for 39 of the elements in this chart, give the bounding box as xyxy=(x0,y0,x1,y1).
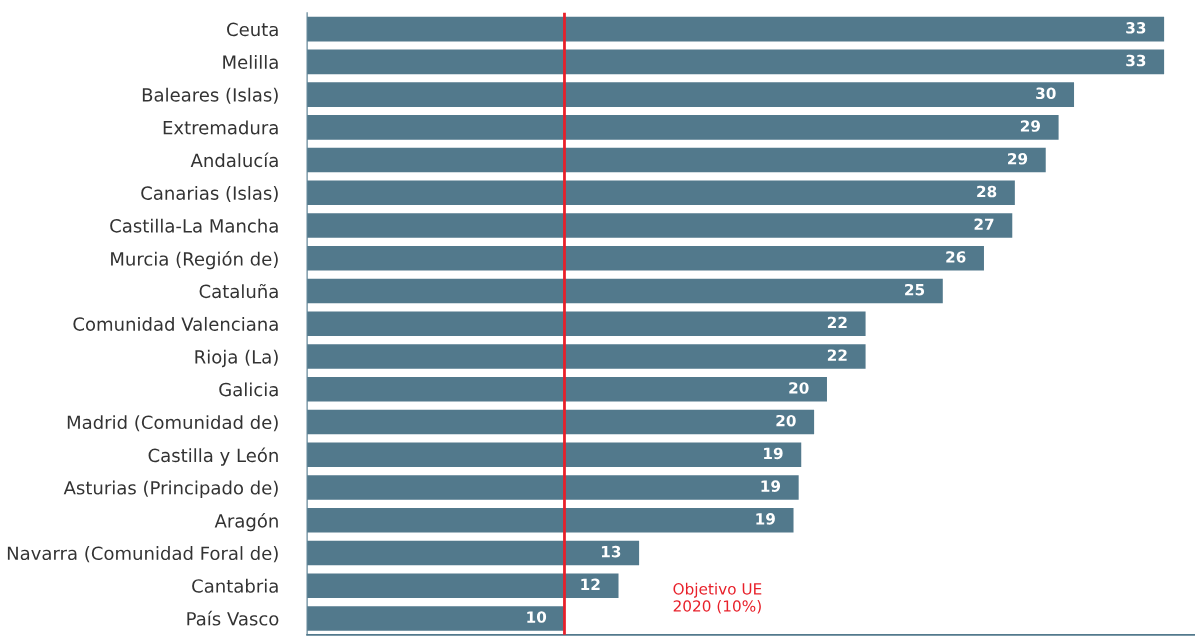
y-tick-label: Aragón xyxy=(214,513,278,532)
y-tick-label: Navarra (Comunidad Foral de) xyxy=(7,546,278,563)
data-label: 19 xyxy=(756,513,775,525)
y-tick-label: Asturias (Principado de) xyxy=(63,480,278,499)
ref-line-label: Objetivo UE 2020 (10%) xyxy=(673,582,762,614)
y-tick-label: Canarias (Islas) xyxy=(141,185,278,203)
data-label: 33 xyxy=(1126,22,1146,34)
data-label: 25 xyxy=(905,283,925,296)
data-label: 28 xyxy=(977,185,997,198)
data-label: 10 xyxy=(527,611,547,623)
y-tick-label: Ceuta xyxy=(227,22,278,37)
data-label: 19 xyxy=(764,447,783,460)
y-tick-label: Cantabria xyxy=(192,578,278,593)
data-label: 13 xyxy=(601,545,621,558)
y-tick-label: Cataluña xyxy=(199,283,278,299)
y-tick-label: Castilla-La Mancha xyxy=(110,218,278,233)
y-tick-label: Murcia (Región de) xyxy=(111,251,278,270)
data-label: 26 xyxy=(946,251,966,263)
data-label: 22 xyxy=(827,316,847,328)
y-tick-label: Madrid (Comunidad de) xyxy=(67,415,278,432)
data-label: 20 xyxy=(776,414,796,427)
y-tick-label: Comunidad Valenciana xyxy=(73,316,278,331)
y-tick-label: Extremadura xyxy=(163,120,278,135)
data-label: 22 xyxy=(827,349,847,361)
y-tick-label: Melilla xyxy=(223,55,278,69)
data-label: 33 xyxy=(1126,54,1146,67)
y-tick-label: Galicia xyxy=(219,382,278,397)
y-tick-label: Castilla y León xyxy=(148,447,278,466)
data-label: 20 xyxy=(789,382,809,394)
y-tick-label: País Vasco xyxy=(187,610,279,626)
data-label: 19 xyxy=(761,480,781,492)
data-label: 27 xyxy=(974,218,994,230)
y-tick-label: Rioja (La) xyxy=(195,349,278,368)
y-tick-label: Baleares (Islas) xyxy=(142,87,278,104)
data-label: 29 xyxy=(1020,120,1040,132)
data-label: 29 xyxy=(1008,152,1028,165)
y-tick-label: Andalucía xyxy=(190,152,278,168)
data-label: 12 xyxy=(581,578,600,590)
data-label: 30 xyxy=(1036,87,1056,100)
